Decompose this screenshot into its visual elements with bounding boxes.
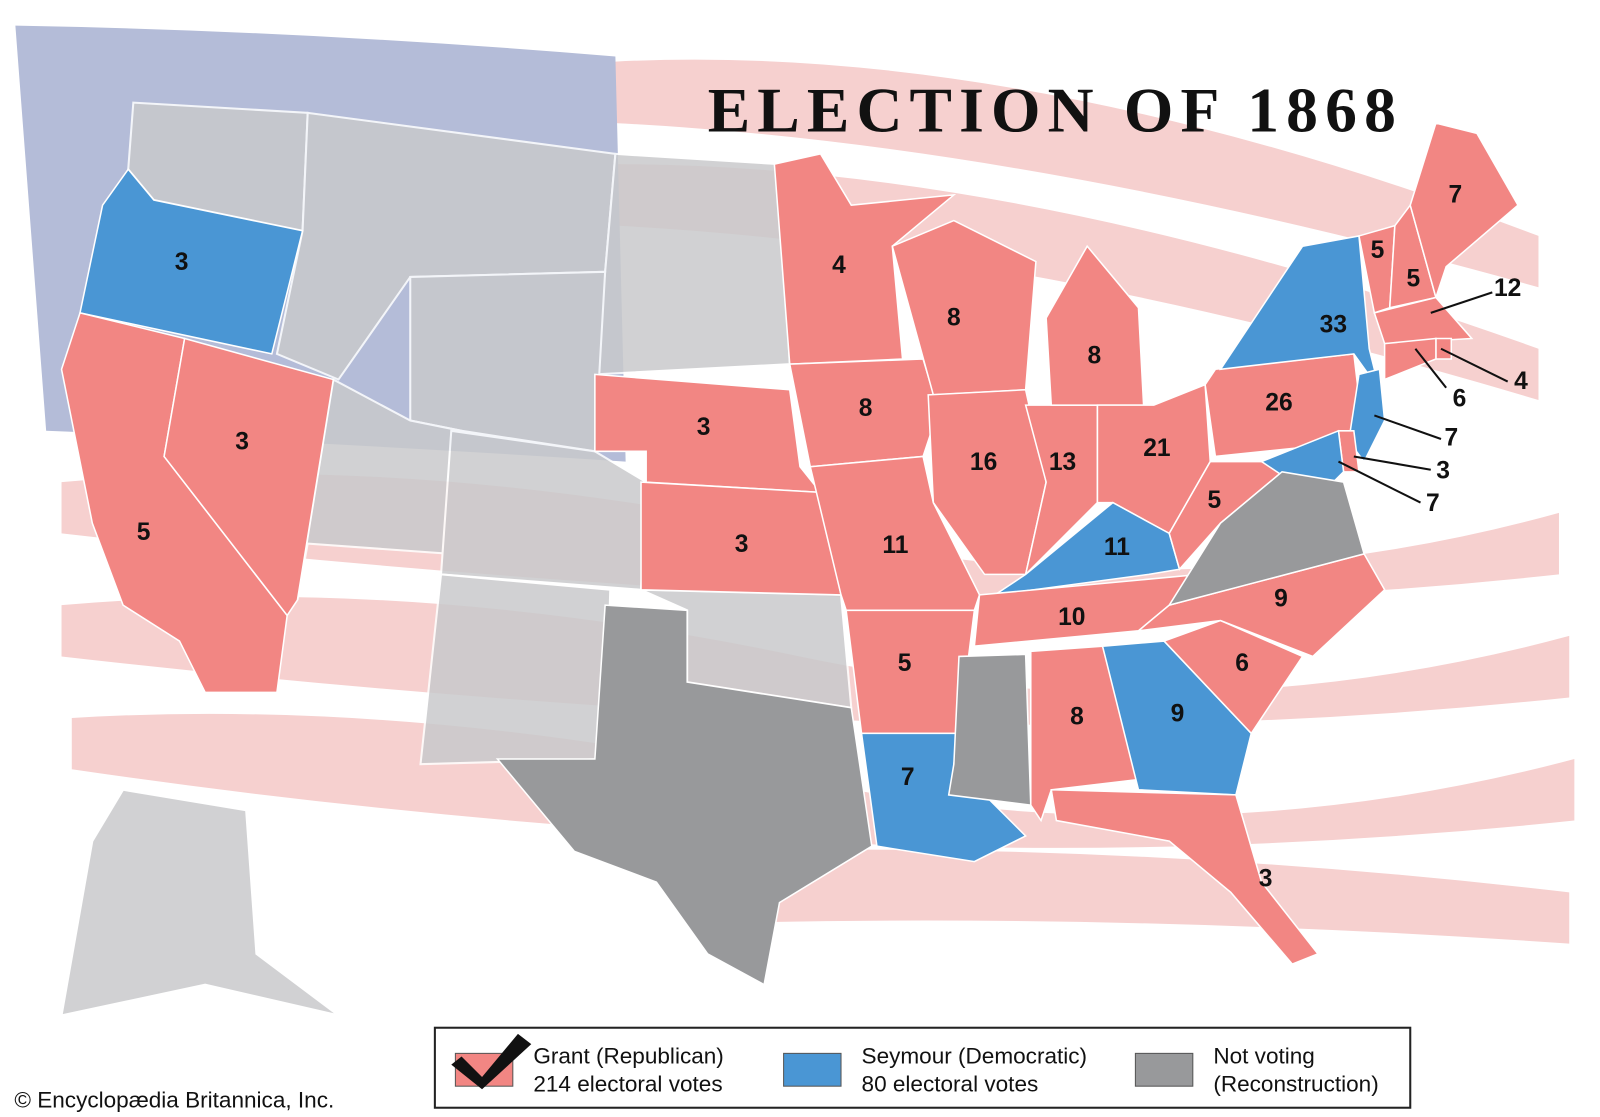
state-votes: 5 — [1406, 266, 1420, 293]
state-votes: 16 — [970, 449, 997, 476]
state-votes: 7 — [1449, 181, 1463, 208]
state-votes: 11 — [882, 532, 908, 559]
legend-text: Not voting — [1213, 1044, 1315, 1069]
state-votes: 26 — [1265, 390, 1292, 417]
mississippi — [947, 653, 1032, 807]
map-title: ELECTION OF 1868 — [708, 74, 1403, 145]
state-votes: 3 — [235, 429, 249, 456]
legend-text: Grant (Republican) — [533, 1044, 723, 1069]
state-votes: 8 — [859, 395, 873, 422]
virginia — [1167, 471, 1366, 607]
state — [1101, 640, 1253, 796]
state — [1373, 296, 1474, 345]
state — [891, 219, 1037, 396]
state-votes: 9 — [1171, 700, 1185, 727]
legend-text: Seymour (Democratic) — [862, 1044, 1088, 1069]
state — [1045, 244, 1145, 406]
credit: © Encyclopædia Britannica, Inc. — [14, 1088, 334, 1113]
state-votes: 7 — [901, 764, 915, 791]
unvoted-states — [495, 471, 1366, 986]
state-votes: 5 — [1208, 487, 1222, 514]
state-votes: 8 — [1070, 703, 1084, 730]
state-votes: 6 — [1235, 650, 1249, 677]
state — [1218, 235, 1381, 391]
state-votes: 10 — [1058, 604, 1085, 631]
state — [163, 337, 335, 617]
state-votes: 4 — [1514, 368, 1528, 395]
state-votes: 4 — [832, 252, 846, 279]
territories — [60, 101, 853, 1017]
legend-swatch — [783, 1052, 842, 1087]
state-votes: 33 — [1320, 312, 1347, 339]
state-votes: 5 — [137, 519, 151, 546]
state-votes: 7 — [1426, 490, 1440, 517]
state — [79, 168, 304, 355]
legend-text: (Reconstruction) — [1213, 1071, 1378, 1096]
state-votes: 3 — [1436, 457, 1450, 484]
state-votes: 6 — [1453, 386, 1467, 413]
legend-text: 80 electoral votes — [862, 1071, 1039, 1096]
leader-lines — [1338, 291, 1509, 504]
states — [60, 122, 1519, 966]
state — [1162, 619, 1304, 735]
state-votes: 3 — [1259, 866, 1273, 893]
state-votes: 3 — [175, 249, 189, 276]
state-votes: 7 — [1444, 425, 1458, 452]
state-votes: 21 — [1143, 435, 1170, 462]
texas — [495, 604, 873, 986]
state — [1347, 368, 1386, 464]
state-votes: 13 — [1049, 449, 1076, 476]
state — [1050, 788, 1320, 966]
legend-text: 214 electoral votes — [533, 1071, 722, 1096]
winner-check — [451, 1033, 532, 1090]
legend-box — [433, 1026, 1412, 1109]
state-votes: 9 — [1274, 586, 1288, 613]
state-votes: 12 — [1494, 275, 1521, 302]
legend: Grant (Republican)214 electoral votes Sey… — [454, 1044, 1379, 1096]
state — [1435, 337, 1453, 360]
state-votes: 8 — [1088, 342, 1102, 369]
state-votes: 8 — [947, 305, 961, 332]
state-votes: 3 — [697, 414, 711, 441]
state — [1383, 337, 1437, 381]
state — [809, 455, 981, 612]
state-votes: 11 — [1104, 534, 1130, 561]
state-votes: 5 — [898, 650, 912, 677]
state-votes: 3 — [735, 531, 749, 558]
state-votes: 5 — [1371, 237, 1385, 264]
legend-swatch — [1134, 1052, 1194, 1087]
